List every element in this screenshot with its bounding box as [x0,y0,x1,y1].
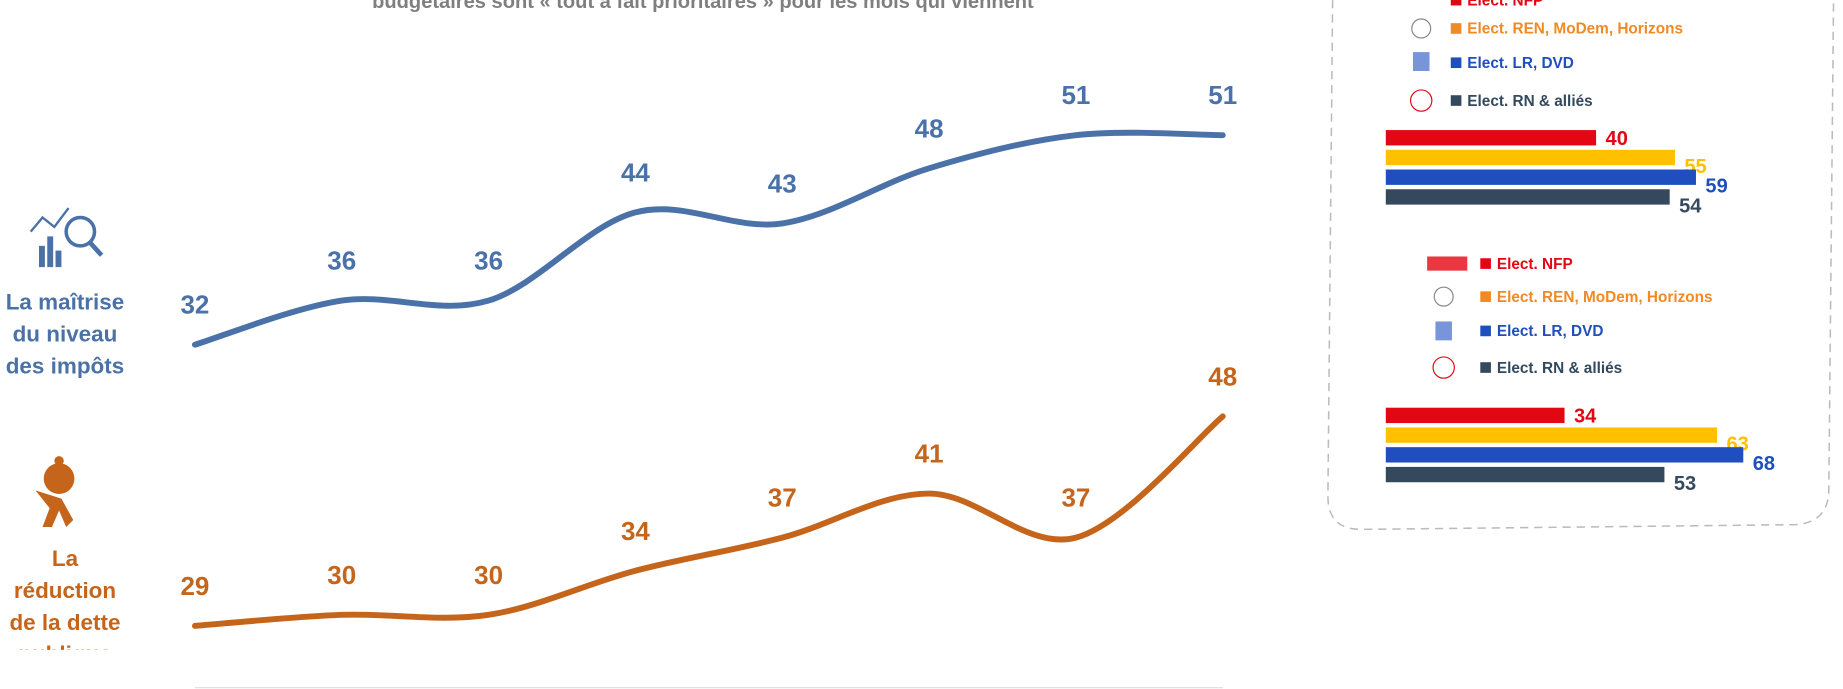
series-label-text: La maîtrise du niveau des impôts [0,287,130,383]
legend-label: Elect. NFP [1467,0,1543,9]
data-label: 44 [621,157,650,187]
legend-label: Elect. LR, DVD [1467,55,1574,72]
data-label: 48 [915,113,944,143]
data-label: 34 [1574,405,1597,427]
data-label: 30 [474,560,503,590]
data-label: 34 [621,516,650,546]
legend-swatch [1451,95,1462,106]
tax-icon [31,208,102,267]
bar [1386,189,1670,204]
legend-label: Elect. LR, DVD [1497,323,1604,340]
legend-label: Elect. NFP [1497,256,1573,273]
data-label: 41 [915,439,944,469]
data-label: 32 [180,290,209,320]
data-label: 37 [1061,483,1090,513]
bar [1386,408,1565,423]
data-label: 40 [1606,128,1628,150]
bar [1386,130,1596,145]
data-label: 29 [180,571,209,601]
data-label: 30 [327,560,356,590]
data-label: 51 [1061,80,1090,110]
series-label: La maîtrise du niveau des impôts [0,287,130,393]
legend-label: Elect. REN, MoDem, Horizons [1467,21,1683,38]
legend-swatch [1451,0,1462,5]
debt-icon [35,456,74,527]
data-label: 68 [1753,453,1775,475]
legend-swatch [1480,258,1491,269]
data-label: 36 [327,246,356,276]
legend-swatch [1480,326,1491,337]
bar [1386,467,1665,482]
data-label: 48 [1208,361,1237,391]
data-label: 54 [1679,195,1702,217]
legend-label: Elect. RN & alliés [1467,93,1592,110]
legend-swatch [1451,23,1462,34]
chart: budgétaires sont « tout à fait prioritai… [0,0,1843,689]
legend-swatch [1451,57,1462,68]
legend-label: Elect. REN, MoDem, Horizons [1497,289,1713,306]
data-label: 36 [474,246,503,276]
data-label: 59 [1705,176,1727,198]
bar [1386,427,1717,442]
data-label: 43 [768,168,797,198]
data-label: 37 [768,483,797,513]
chart-title: budgétaires sont « tout à fait prioritai… [372,0,1034,13]
legend-label: Elect. RN & alliés [1497,360,1622,377]
line [195,416,1223,626]
series-label: La réduction de la dette publique [0,544,130,650]
data-label: 51 [1208,80,1237,110]
legend-swatch [1480,291,1491,302]
legend-swatch [1480,362,1491,373]
bar [1386,447,1743,462]
bar [1386,170,1696,185]
series-label-text: La réduction de la dette publique [0,544,130,650]
data-label: 53 [1674,473,1696,495]
line [195,133,1223,345]
bar [1386,150,1675,165]
